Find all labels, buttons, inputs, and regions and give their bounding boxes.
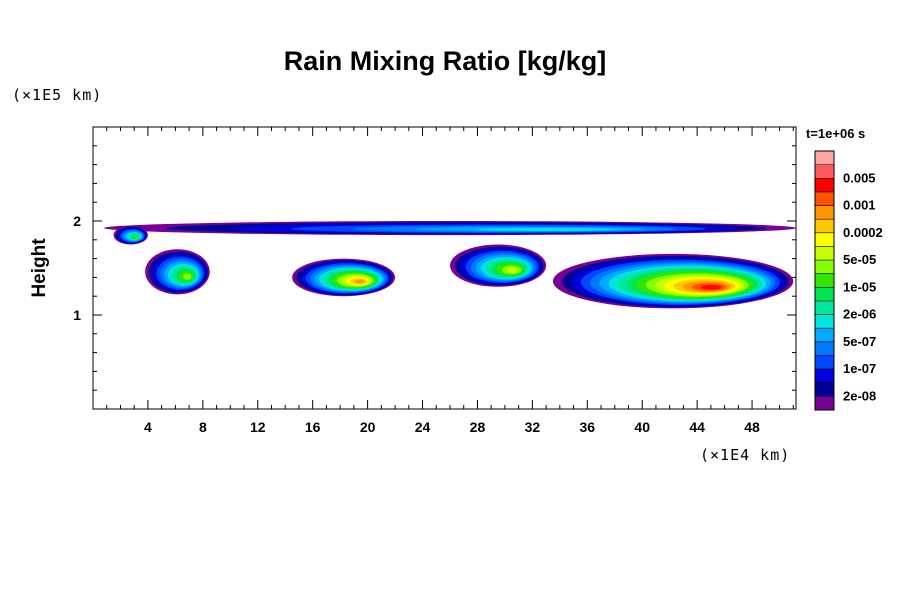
colorbar-swatch [815,232,834,247]
colorbar-swatch [815,246,834,261]
rain-band [183,273,192,280]
colorbar-swatch [815,164,834,179]
rain-band [477,228,617,231]
colorbar-swatch [815,369,834,384]
x-tick-label: 4 [144,419,152,435]
y-axis-unit-label: (×1E5 km) [12,86,103,104]
rain-band [701,285,722,290]
colorbar-swatch [815,273,834,288]
colorbar-swatch [815,328,834,343]
x-tick-label: 20 [360,419,376,435]
colorbar-label: 0.005 [843,170,876,185]
x-tick-label: 40 [634,419,650,435]
colorbar-label: 0.0002 [843,225,883,240]
rain-band [507,267,519,273]
colorbar-swatch [815,178,834,193]
x-tick-label: 12 [250,419,266,435]
time-label: t=1e+06 s [806,126,866,141]
rain-field [103,221,796,309]
colorbar-swatch [815,151,834,165]
colorbar-swatch [815,355,834,370]
rain-band [354,279,365,284]
x-tick-label: 48 [744,419,760,435]
x-tick-label: 24 [415,419,431,435]
rain-feature-1 [103,221,796,236]
colorbar-swatch [815,314,834,329]
x-tick-label: 44 [689,419,705,435]
colorbar-swatch [815,205,834,220]
colorbar: 0.005 0.001 0.0002 5e-05 1e-05 2e-06 5e-07 1e-0… [814,150,883,411]
x-tick-label: 16 [305,419,321,435]
colorbar-label: 0.001 [843,198,876,213]
colorbar-label: 2e-06 [843,307,876,322]
plot-frame [92,126,797,410]
rain-feature-6 [552,253,794,309]
colorbar-label: 5e-07 [843,334,876,349]
rain-band [133,235,139,239]
colorbar-swatch [815,287,834,302]
x-tick-label: 32 [525,419,541,435]
colorbar-swatch [815,219,834,234]
colorbar-swatch [815,260,834,274]
colorbar-swatch [815,300,834,315]
x-tick-label: 8 [199,419,207,435]
colorbar-frame [814,150,835,411]
x-tick-label: 36 [580,419,596,435]
x-axis-unit-label: (×1E4 km) [700,446,791,464]
rain-feature-4 [292,258,396,297]
colorbar-label: 5e-05 [843,252,876,267]
colorbar-swatch [815,191,834,206]
chart-title: Rain Mixing Ratio [kg/kg] [283,46,607,76]
rain-feature-5 [449,244,547,287]
y-tick-label: 2 [73,213,81,229]
colorbar-label: 1e-07 [843,361,876,376]
colorbar-swatch [815,396,834,411]
rain-feature-2 [113,225,148,245]
x-tick-label: 28 [470,419,486,435]
colorbar-label: 1e-05 [843,279,876,294]
colorbar-label: 2e-08 [843,388,876,403]
colorbar-swatch [815,341,834,356]
colorbar-swatch [815,382,834,397]
rain-feature-3 [145,249,210,295]
y-tick-label: 1 [73,307,81,323]
